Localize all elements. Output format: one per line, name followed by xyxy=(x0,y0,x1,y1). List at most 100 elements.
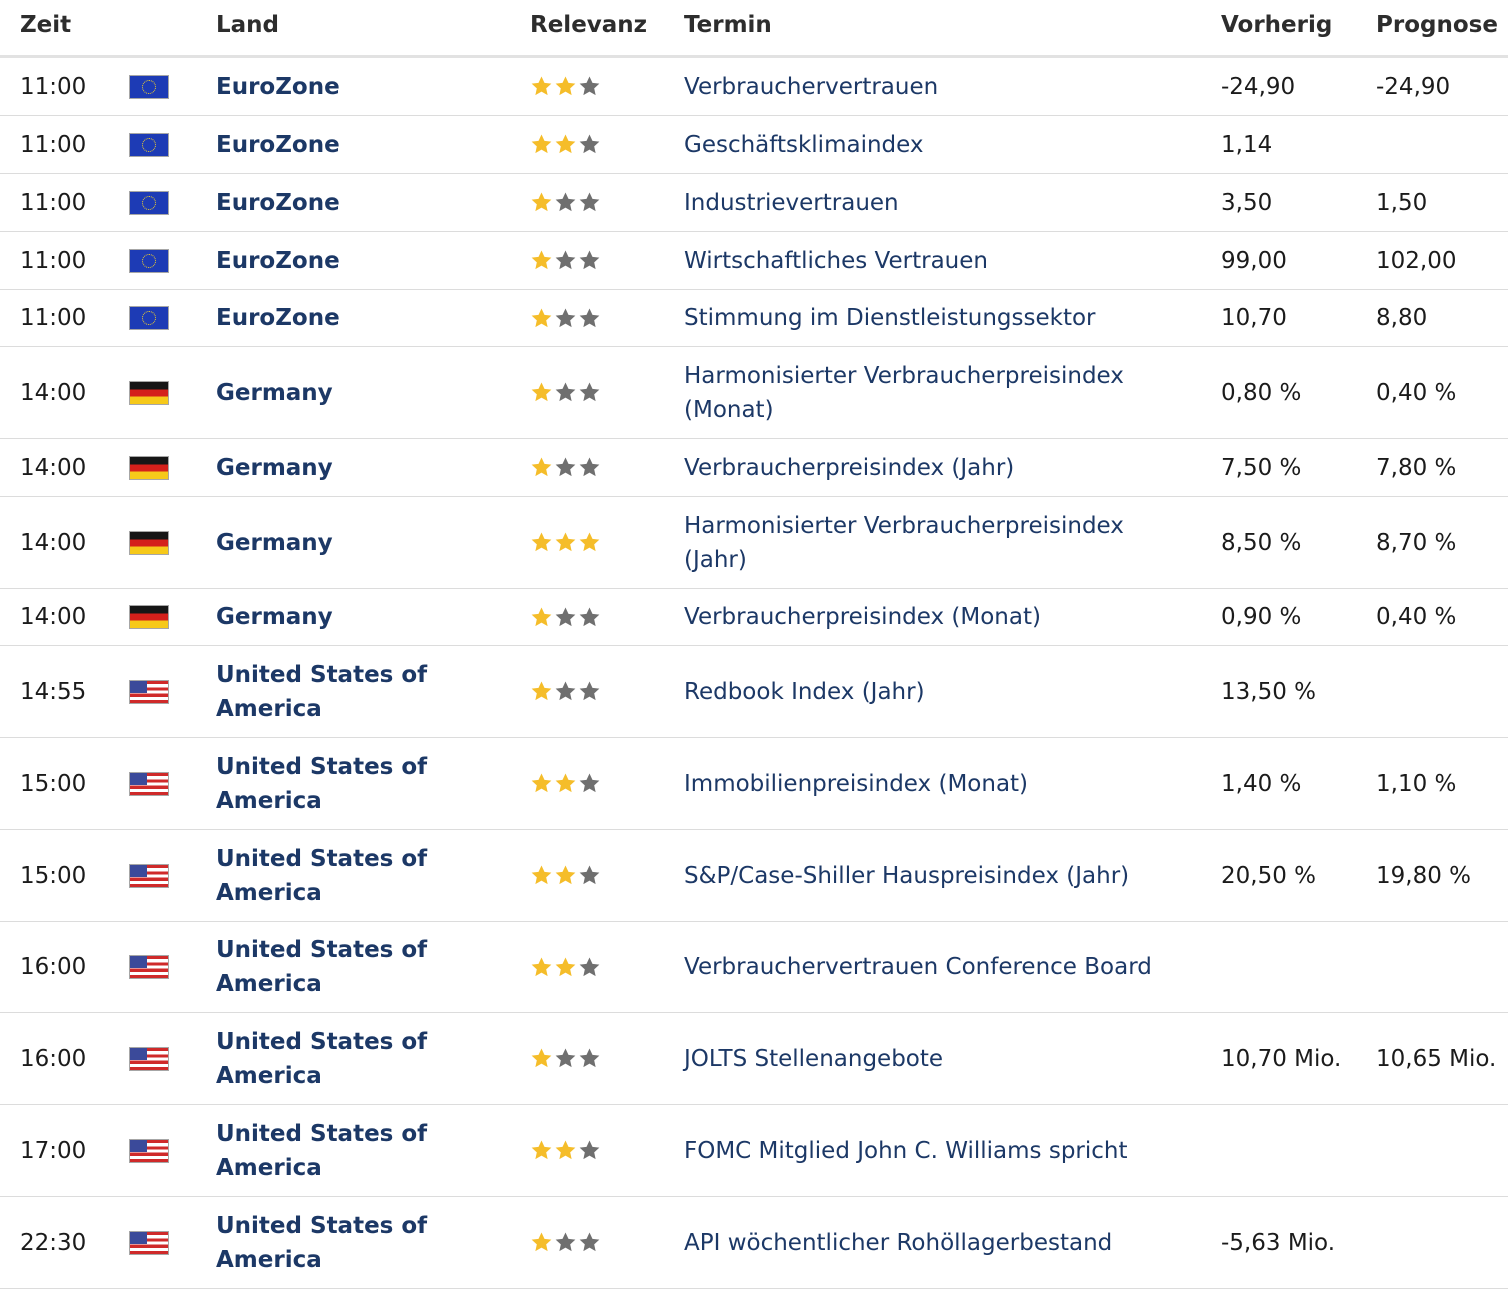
star-empty-icon xyxy=(579,681,600,701)
eu-flag-icon xyxy=(130,249,168,272)
table-row[interactable]: 11:00 EuroZone Verbrauchervertrauen -24,90 -… xyxy=(0,58,1508,116)
event-name-link[interactable]: JOLTS Stellenangebote xyxy=(684,1045,944,1072)
event-name-link[interactable]: Verbrauchervertrauen xyxy=(684,73,939,100)
forecast-value: 7,80 % xyxy=(1376,454,1457,481)
event-name-link[interactable]: Industrievertrauen xyxy=(684,189,899,216)
star-filled-icon xyxy=(531,1048,552,1068)
star-empty-icon xyxy=(555,457,576,477)
event-name-link[interactable]: Verbraucherpreisindex (Monat) xyxy=(684,604,1041,630)
usa-flag-icon xyxy=(130,956,168,978)
star-empty-icon xyxy=(579,1048,600,1068)
star-empty-icon xyxy=(555,192,576,212)
country-link[interactable]: Germany xyxy=(216,529,333,556)
event-name-link[interactable]: Harmonisierter Verbraucherpreisindex (Mo… xyxy=(684,362,1124,423)
star-filled-icon xyxy=(555,134,576,154)
event-time: 14:00 xyxy=(20,529,87,556)
header-event[interactable]: Termin xyxy=(684,12,772,38)
country-link[interactable]: United States of America xyxy=(216,845,428,906)
table-row[interactable]: 11:00 EuroZone Industrievertrauen 3,50 1,50 xyxy=(0,174,1508,232)
event-name-link[interactable]: Redbook Index (Jahr) xyxy=(684,678,925,705)
event-name-link[interactable]: Stimmung im Dienstleistungssektor xyxy=(684,305,1096,331)
event-name-link[interactable]: Wirtschaftliches Vertrauen xyxy=(684,247,988,274)
event-name-link[interactable]: API wöchentlicher Rohöllagerbestand xyxy=(684,1229,1113,1256)
table-row[interactable]: 14:55 United States of America Redbook Ind… xyxy=(0,646,1508,738)
star-filled-icon xyxy=(531,865,552,885)
forecast-value: 102,00 xyxy=(1376,247,1457,274)
table-row[interactable]: 17:00 United States of America FOMC Mitgli… xyxy=(0,1105,1508,1197)
country-link[interactable]: EuroZone xyxy=(216,73,340,100)
event-name-link[interactable]: Immobilienpreisindex (Monat) xyxy=(684,770,1029,797)
relevance-stars xyxy=(530,606,601,629)
country-link[interactable]: EuroZone xyxy=(216,247,340,274)
star-filled-icon xyxy=(555,865,576,885)
event-time: 11:00 xyxy=(20,247,87,274)
previous-value: 10,70 xyxy=(1221,305,1287,331)
eu-flag-icon xyxy=(130,133,168,156)
forecast-value: 1,10 % xyxy=(1376,770,1457,797)
relevance-stars xyxy=(530,1139,601,1162)
germany-flag-icon xyxy=(130,456,168,479)
relevance-stars xyxy=(530,249,601,272)
country-link[interactable]: United States of America xyxy=(216,1028,428,1089)
header-forecast[interactable]: Prognose xyxy=(1376,12,1498,38)
header-relevance[interactable]: Relevanz xyxy=(530,12,648,38)
previous-value: 1,40 % xyxy=(1221,770,1302,797)
event-name-link[interactable]: Verbrauchervertrauen Conference Board xyxy=(684,954,1152,980)
germany-flag-icon xyxy=(130,531,168,554)
relevance-stars xyxy=(530,1047,601,1070)
star-empty-icon xyxy=(579,957,600,976)
event-name-link[interactable]: Verbraucherpreisindex (Jahr) xyxy=(684,454,1015,481)
table-row[interactable]: 14:00 Germany Verbraucherpreisindex (Jahr)… xyxy=(0,439,1508,497)
table-row[interactable]: 11:00 EuroZone Wirtschaftliches Vertrauen 9… xyxy=(0,232,1508,290)
header-previous[interactable]: Vorherig xyxy=(1221,12,1333,38)
germany-flag-icon xyxy=(130,606,168,628)
star-filled-icon xyxy=(555,532,576,552)
table-header: Zeit Land Relevanz Termin Vorherig Progn… xyxy=(0,0,1508,58)
table-row[interactable]: 14:00 Germany Verbraucherpreisindex (Monat… xyxy=(0,589,1508,646)
table-row[interactable]: 16:00 United States of America JOLTS Stell… xyxy=(0,1013,1508,1105)
forecast-value: 8,70 % xyxy=(1376,529,1457,556)
star-filled-icon xyxy=(579,532,600,552)
country-link[interactable]: Germany xyxy=(216,454,333,481)
country-link[interactable]: United States of America xyxy=(216,661,428,722)
event-time: 14:00 xyxy=(20,379,87,406)
table-row[interactable]: 14:00 Germany Harmonisierter Verbraucherpr… xyxy=(0,497,1508,589)
table-row[interactable]: 11:00 EuroZone Geschäftsklimaindex 1,14 xyxy=(0,116,1508,174)
event-name-link[interactable]: Harmonisierter Verbraucherpreisindex (Ja… xyxy=(684,512,1124,573)
forecast-value: -24,90 xyxy=(1376,73,1451,100)
star-empty-icon xyxy=(579,308,600,327)
relevance-stars xyxy=(530,680,601,703)
country-link[interactable]: United States of America xyxy=(216,1212,428,1273)
table-row[interactable]: 22:30 United States of America API wöchent… xyxy=(0,1197,1508,1289)
previous-value: 7,50 % xyxy=(1221,454,1302,481)
star-filled-icon xyxy=(555,773,576,793)
star-empty-icon xyxy=(579,1232,600,1252)
table-row[interactable]: 15:00 United States of America Immobilienp… xyxy=(0,738,1508,830)
country-link[interactable]: United States of America xyxy=(216,753,428,814)
country-link[interactable]: Germany xyxy=(216,379,333,406)
country-link[interactable]: United States of America xyxy=(216,1120,428,1181)
event-name-link[interactable]: FOMC Mitglied John C. Williams spricht xyxy=(684,1137,1128,1164)
star-filled-icon xyxy=(531,382,552,402)
star-empty-icon xyxy=(579,250,600,270)
header-time[interactable]: Zeit xyxy=(20,12,72,38)
star-filled-icon xyxy=(531,773,552,793)
table-row[interactable]: 15:00 United States of America S&P/Case-Sh… xyxy=(0,830,1508,922)
event-time: 17:00 xyxy=(20,1137,87,1164)
event-time: 22:30 xyxy=(20,1229,87,1256)
table-row[interactable]: 16:00 United States of America Verbraucher… xyxy=(0,922,1508,1013)
event-name-link[interactable]: Geschäftsklimaindex xyxy=(684,131,924,158)
country-link[interactable]: EuroZone xyxy=(216,305,340,331)
star-filled-icon xyxy=(531,308,552,327)
country-link[interactable]: United States of America xyxy=(216,937,428,997)
eu-flag-icon xyxy=(130,307,168,329)
table-row[interactable]: 14:00 Germany Harmonisierter Verbraucherpr… xyxy=(0,347,1508,439)
header-country[interactable]: Land xyxy=(216,12,280,38)
event-name-link[interactable]: S&P/Case-Shiller Hauspreisindex (Jahr) xyxy=(684,862,1130,889)
country-link[interactable]: Germany xyxy=(216,604,333,630)
event-time: 11:00 xyxy=(20,305,87,331)
country-link[interactable]: EuroZone xyxy=(216,131,340,158)
table-row[interactable]: 11:00 EuroZone Stimmung im Dienstleistungs… xyxy=(0,290,1508,347)
country-link[interactable]: EuroZone xyxy=(216,189,340,216)
